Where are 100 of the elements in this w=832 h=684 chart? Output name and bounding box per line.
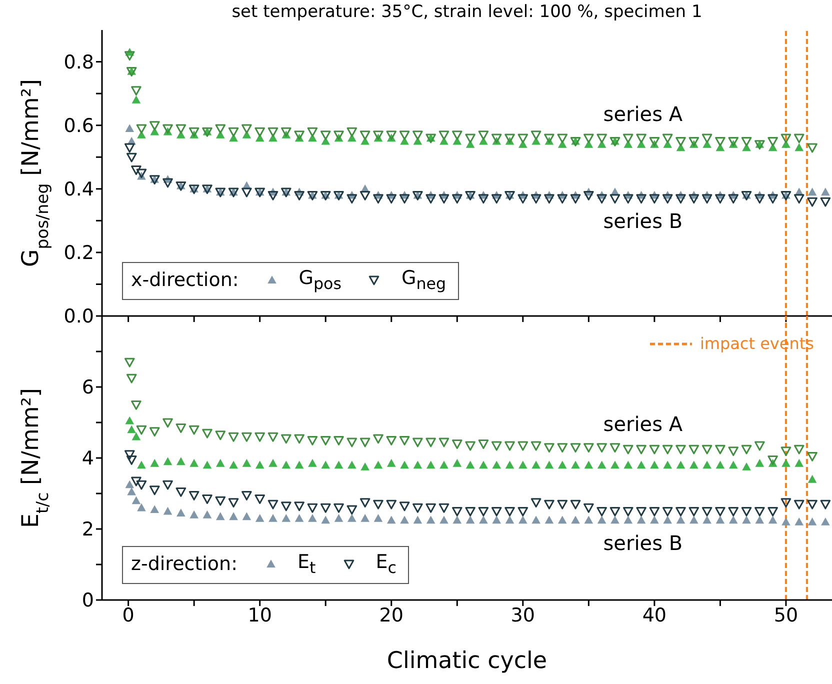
- point: [478, 130, 489, 140]
- point: [176, 508, 186, 517]
- point: [742, 516, 751, 524]
- point: [807, 143, 818, 153]
- point: [190, 458, 198, 467]
- point: [426, 516, 436, 524]
- point: [505, 516, 514, 524]
- point: [782, 140, 790, 148]
- point: [294, 130, 304, 140]
- point: [557, 443, 568, 452]
- point: [399, 194, 410, 204]
- point: [452, 440, 462, 449]
- point: [438, 130, 450, 140]
- point: [821, 188, 830, 196]
- point: [584, 190, 594, 200]
- point: [741, 444, 752, 454]
- point: [127, 487, 136, 496]
- point: [478, 440, 489, 449]
- point: [176, 124, 186, 134]
- point: [768, 506, 778, 516]
- point: [131, 400, 142, 410]
- text: 0.0: [64, 306, 94, 328]
- point: [794, 143, 804, 152]
- point: [715, 194, 726, 204]
- point: [190, 510, 198, 518]
- point: [386, 458, 396, 467]
- point: [188, 425, 200, 435]
- point: [162, 178, 173, 188]
- point: [438, 194, 450, 204]
- point: [452, 130, 462, 140]
- point: [728, 194, 738, 204]
- point: [452, 194, 462, 204]
- point: [610, 460, 620, 469]
- point: [346, 127, 358, 137]
- point: [715, 444, 726, 454]
- point: [202, 460, 212, 469]
- point: [254, 432, 265, 442]
- point: [149, 486, 160, 496]
- point: [125, 480, 134, 488]
- point: [268, 432, 278, 442]
- point: [124, 143, 135, 153]
- point: [518, 194, 528, 204]
- annotation: series A: [603, 102, 683, 126]
- point: [360, 190, 370, 200]
- point: [794, 518, 804, 526]
- point: [702, 506, 712, 516]
- y-tick-label: 0: [82, 590, 94, 612]
- point: [242, 124, 252, 134]
- point: [254, 494, 265, 504]
- point: [137, 460, 146, 469]
- point: [348, 460, 356, 469]
- point: [794, 444, 804, 454]
- point: [136, 168, 147, 178]
- point: [584, 516, 594, 524]
- point: [688, 506, 700, 516]
- point: [492, 516, 501, 524]
- point: [688, 136, 700, 146]
- point: [334, 436, 344, 446]
- point: [518, 506, 528, 516]
- point: [728, 506, 738, 516]
- point: [124, 450, 135, 460]
- point: [400, 460, 409, 469]
- point: [544, 500, 554, 510]
- point: [530, 194, 542, 204]
- point: [782, 518, 790, 526]
- y-tick-label: 0.6: [64, 115, 94, 138]
- legend-label: G$_{neg}$: [401, 267, 446, 293]
- point: [570, 500, 581, 510]
- point: [373, 130, 384, 140]
- point: [280, 502, 292, 512]
- point: [413, 516, 422, 524]
- point: [320, 503, 331, 513]
- point: [676, 194, 686, 204]
- point: [768, 516, 778, 524]
- y-tick-label: 0.4: [64, 178, 94, 201]
- point: [374, 460, 383, 469]
- point: [334, 514, 344, 522]
- point: [716, 460, 725, 469]
- point: [808, 474, 817, 483]
- point: [321, 516, 330, 524]
- point: [294, 502, 304, 512]
- point: [308, 514, 317, 522]
- point: [688, 194, 700, 204]
- point: [360, 438, 370, 448]
- x-tick-label: 40: [642, 604, 667, 626]
- point: [610, 516, 620, 524]
- point: [426, 438, 436, 448]
- point: [242, 491, 252, 500]
- legend-title: x-direction:: [131, 268, 239, 291]
- point: [558, 460, 567, 469]
- point: [597, 460, 606, 469]
- point: [768, 456, 778, 465]
- point: [373, 500, 384, 510]
- point: [728, 446, 738, 456]
- point: [268, 127, 278, 137]
- point: [149, 427, 160, 437]
- point: [807, 500, 818, 510]
- point: [294, 434, 304, 444]
- point: [491, 441, 502, 451]
- point: [662, 444, 673, 454]
